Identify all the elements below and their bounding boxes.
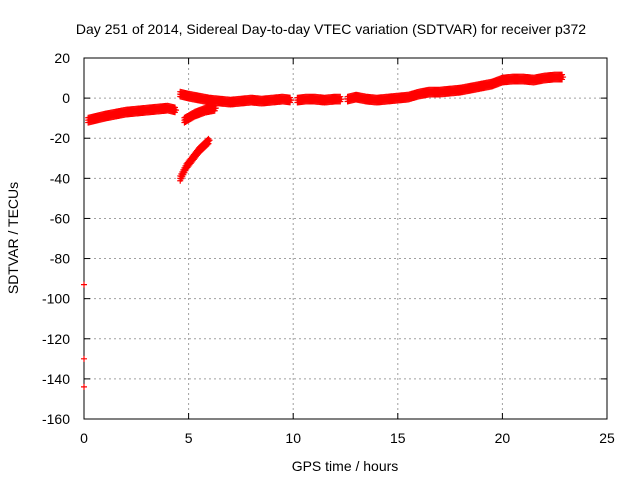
y-tick-label: -60	[50, 210, 70, 226]
chart-title: Day 251 of 2014, Sidereal Day-to-day VTE…	[76, 21, 586, 37]
y-tick-label: -160	[42, 411, 70, 427]
x-axis-label: GPS time / hours	[292, 458, 399, 474]
x-tick-label: 0	[80, 430, 88, 446]
plot-frame	[83, 57, 608, 420]
x-tick-label: 25	[599, 430, 615, 446]
data-point-marker	[81, 281, 87, 288]
x-tick-label: 15	[390, 430, 406, 446]
y-tick-label: 0	[62, 90, 70, 106]
y-tick-label: -100	[42, 291, 70, 307]
data-point-marker	[338, 96, 345, 103]
y-tick-label: -80	[50, 251, 70, 267]
y-tick-label: -140	[42, 371, 70, 387]
data-point-marker	[288, 97, 295, 104]
data-point-marker	[560, 74, 567, 81]
data-point-marker	[206, 137, 213, 144]
y-tick-label: 20	[54, 50, 70, 66]
axis-ticks: 0 5 10 15 20 25 -160 -140 -120 -100 -80 -60 -40 -20 0 2…	[42, 50, 615, 446]
x-tick-label: 10	[285, 430, 301, 446]
y-tick-label: -40	[50, 170, 70, 186]
x-tick-label: 20	[495, 430, 511, 446]
x-tick-label: 5	[185, 430, 193, 446]
y-tick-label: -120	[42, 331, 70, 347]
data-point-marker	[81, 383, 87, 390]
data-points	[81, 71, 567, 390]
data-point-marker	[212, 105, 219, 112]
data-point-marker	[81, 355, 87, 362]
grid-lines	[84, 58, 607, 419]
data-point-marker	[173, 107, 180, 114]
data-point-marker	[205, 138, 212, 145]
y-tick-label: -20	[50, 130, 70, 146]
y-axis-label: SDTVAR / TECUs	[5, 182, 21, 294]
